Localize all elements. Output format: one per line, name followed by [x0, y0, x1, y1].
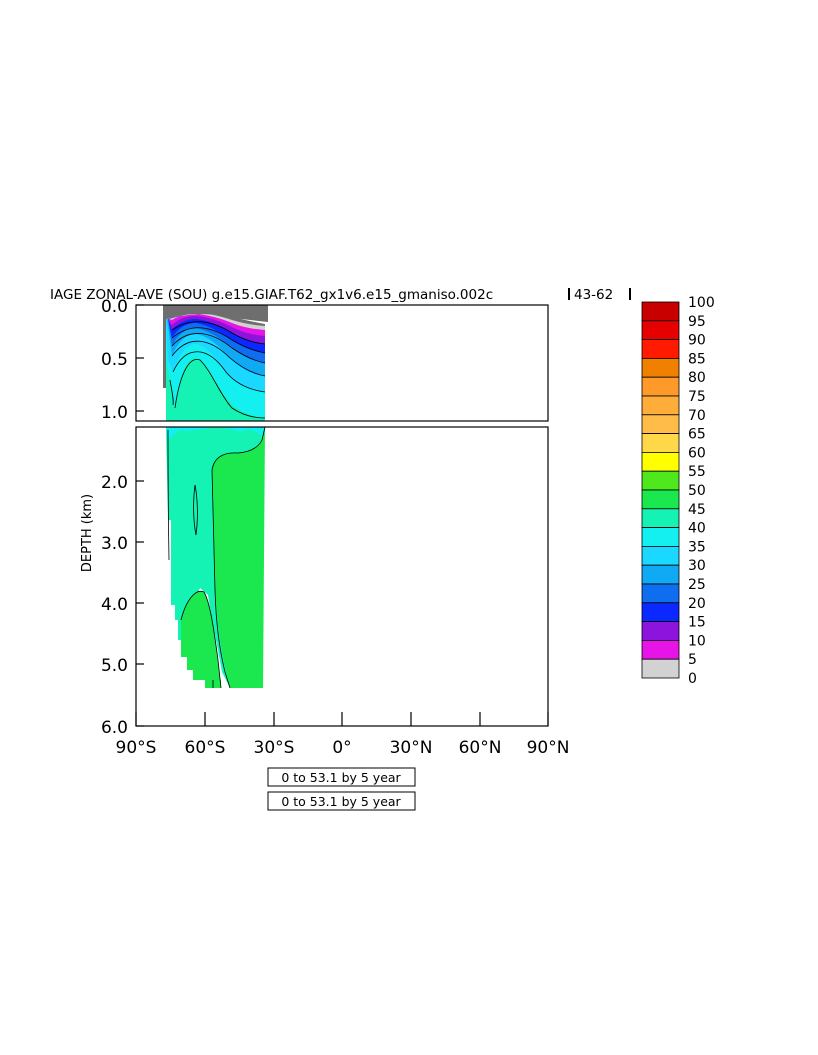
x-tick-label-30s: 30°S — [254, 738, 295, 758]
colorbar-swatch-20 — [641, 583, 680, 604]
lower-fill-50 — [212, 427, 265, 688]
colorbar-label-100: 100 — [688, 295, 715, 311]
colorbar: 1009590858075706560555045403530252015105… — [641, 295, 715, 687]
time-box-2: 0 to 53.1 by 5 year — [267, 791, 416, 811]
colorbar-label-95: 95 — [688, 314, 706, 330]
lower-panel: 2.0 3.0 4.0 5.0 6.0 90°S 60°S 30°S 0° 30… — [101, 426, 570, 758]
colorbar-label-35: 35 — [688, 539, 706, 555]
upper-fill-0 — [170, 313, 265, 326]
title-bar-mark-left — [568, 288, 570, 300]
upper-fill-10 — [168, 314, 265, 336]
x-tick-label-60s: 60°S — [185, 738, 226, 758]
colorbar-label-40: 40 — [688, 521, 706, 537]
colorbar-label-70: 70 — [688, 408, 706, 424]
x-tick-label-30n: 30°N — [390, 738, 433, 758]
colorbar-label-50: 50 — [688, 483, 706, 499]
colorbar-swatch-5 — [641, 640, 680, 660]
x-tick-label-0: 0° — [332, 738, 351, 758]
y-tick-label-0-5: 0.5 — [101, 350, 128, 370]
colorbar-label-80: 80 — [688, 370, 706, 386]
y-tick-label-5-0: 5.0 — [101, 656, 128, 676]
y-tick-label-0-0: 0.0 — [101, 297, 128, 317]
y-tick-label-4-0: 4.0 — [101, 595, 128, 615]
colorbar-label-60: 60 — [688, 445, 706, 461]
colorbar-label-90: 90 — [688, 333, 706, 349]
colorbar-label-30: 30 — [688, 558, 706, 574]
colorbar-swatch-95 — [641, 301, 680, 322]
y-tick-label-3-0: 3.0 — [101, 534, 128, 554]
colorbar-swatch-85 — [641, 339, 680, 359]
chart-title-suffix: 43-62 — [574, 287, 613, 303]
colorbar-swatch-75 — [641, 376, 680, 397]
y-tick-label-6-0: 6.0 — [101, 718, 128, 738]
colorbar-swatch-0 — [641, 658, 680, 679]
colorbar-swatch-50 — [641, 470, 680, 491]
colorbar-swatch-90 — [641, 320, 680, 340]
colorbar-swatch-65 — [641, 414, 680, 434]
y-tick-label-1-0: 1.0 — [101, 403, 128, 423]
y-tick-label-2-0: 2.0 — [101, 473, 128, 493]
upper-land-mask — [163, 305, 268, 388]
x-tick-label-90s: 90°S — [116, 738, 157, 758]
upper-contour-lines — [169, 321, 266, 419]
time-box-2-text: 0 to 53.1 by 5 year — [281, 794, 401, 809]
colorbar-label-55: 55 — [688, 464, 706, 480]
colorbar-label-45: 45 — [688, 502, 706, 518]
colorbar-swatch-45 — [641, 489, 680, 510]
colorbar-label-10: 10 — [688, 633, 706, 649]
upper-panel-frame — [135, 304, 549, 422]
y-axis-label: DEPTH (km) — [80, 494, 95, 572]
title-bar-mark-right — [629, 288, 631, 300]
colorbar-swatch-55 — [641, 451, 680, 472]
x-tick-label-90n: 90°N — [527, 738, 570, 758]
colorbar-label-5: 5 — [688, 652, 697, 668]
lower-contour-lines — [167, 426, 266, 689]
colorbar-label-85: 85 — [688, 351, 706, 367]
time-box-1-text: 0 to 53.1 by 5 year — [281, 770, 401, 785]
colorbar-swatch-15 — [641, 602, 680, 622]
upper-panel: 0.0 0.5 1.0 — [101, 297, 549, 423]
upper-fill-5 — [169, 314, 265, 330]
colorbar-swatch-10 — [641, 621, 680, 641]
colorbar-swatch-40 — [641, 508, 680, 528]
colorbar-swatch-60 — [641, 433, 680, 453]
colorbar-label-15: 15 — [688, 615, 706, 631]
colorbar-label-65: 65 — [688, 427, 706, 443]
colorbar-swatch-80 — [641, 357, 680, 378]
colorbar-swatch-30 — [641, 546, 680, 566]
colorbar-swatch-35 — [641, 527, 680, 547]
colorbar-swatch-25 — [641, 564, 680, 585]
colorbar-label-25: 25 — [688, 577, 706, 593]
colorbar-label-75: 75 — [688, 389, 706, 405]
time-box-1: 0 to 53.1 by 5 year — [267, 767, 416, 787]
colorbar-label-0: 0 — [688, 671, 697, 687]
lower-fill-40 — [166, 427, 265, 440]
chart-title: IAGE ZONAL-AVE (SOU) g.e15.GIAF.T62_gx1v… — [50, 287, 493, 303]
colorbar-label-20: 20 — [688, 596, 706, 612]
colorbar-swatch-70 — [641, 395, 680, 416]
x-tick-label-60n: 60°N — [459, 738, 502, 758]
